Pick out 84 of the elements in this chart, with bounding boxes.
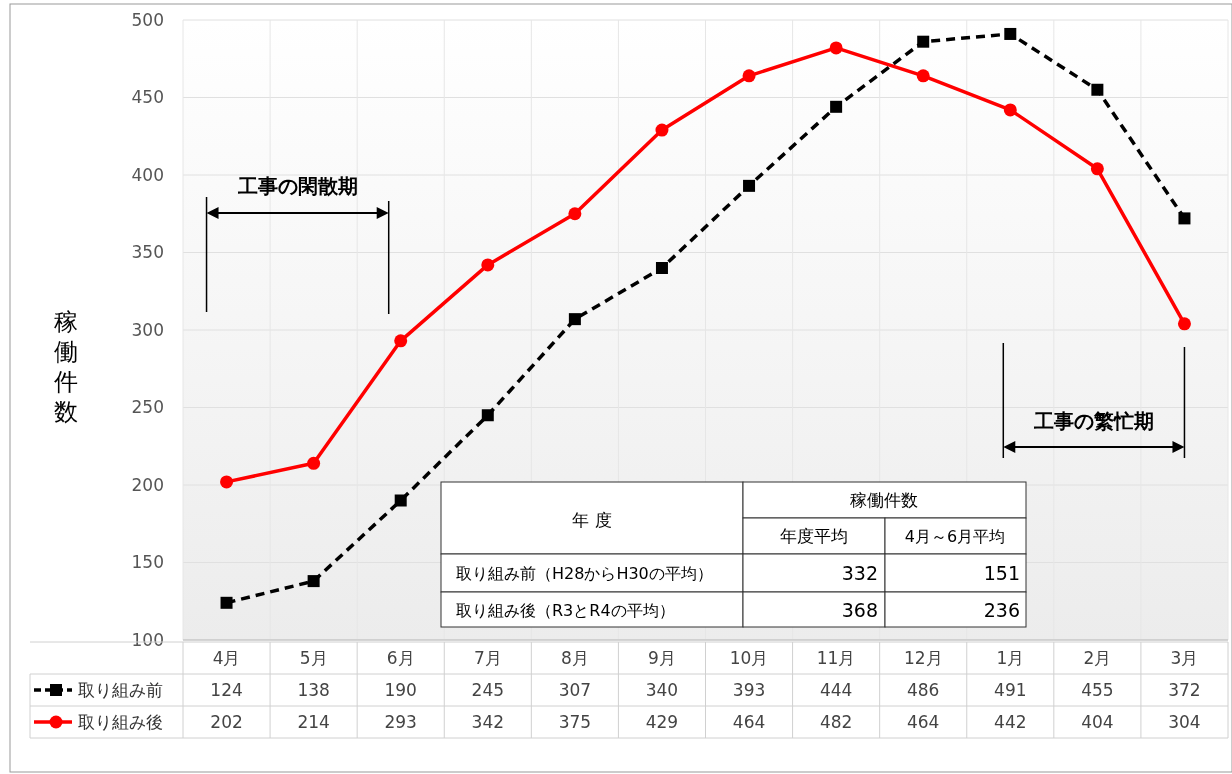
data-label: 340 bbox=[645, 679, 679, 700]
x-tick-label: 2月 bbox=[1083, 647, 1112, 668]
data-label: 124 bbox=[210, 679, 243, 700]
data-label: 464 bbox=[906, 711, 940, 732]
data-label: 307 bbox=[558, 679, 592, 700]
x-tick-label: 9月 bbox=[648, 647, 676, 668]
x-tick-label: 3月 bbox=[1170, 647, 1199, 668]
data-label: 455 bbox=[1081, 679, 1114, 700]
y-tick-label: 300 bbox=[131, 319, 164, 340]
y-tick-label: 200 bbox=[131, 474, 164, 495]
point bbox=[829, 41, 843, 55]
x-tick-label: 5月 bbox=[299, 647, 328, 668]
data-label: 293 bbox=[384, 711, 417, 732]
point bbox=[394, 334, 408, 348]
point bbox=[917, 35, 930, 48]
annotation: 151 bbox=[983, 561, 1020, 584]
data-label: 375 bbox=[558, 711, 592, 732]
point bbox=[307, 456, 321, 470]
data-label: 304 bbox=[1168, 711, 1201, 732]
point bbox=[394, 494, 407, 507]
x-tick-label: 7月 bbox=[473, 647, 502, 668]
point bbox=[1090, 162, 1104, 176]
x-tick-label: 1月 bbox=[996, 647, 1025, 668]
point bbox=[1178, 212, 1191, 225]
y-tick-label: 100 bbox=[131, 629, 164, 650]
y-tick-label: 350 bbox=[131, 242, 164, 263]
annotation: 236 bbox=[983, 598, 1020, 621]
point bbox=[655, 123, 669, 137]
data-label: 482 bbox=[819, 711, 853, 732]
x-tick-label: 10月 bbox=[729, 647, 769, 668]
point bbox=[220, 475, 234, 489]
y-tick-label: 500 bbox=[131, 9, 164, 30]
point bbox=[481, 258, 495, 272]
annotation: 年 度 bbox=[572, 509, 612, 530]
data-label: 464 bbox=[732, 711, 766, 732]
point bbox=[655, 262, 668, 274]
annotation: 332 bbox=[841, 561, 878, 584]
point bbox=[568, 207, 582, 221]
point bbox=[220, 596, 233, 609]
y-tick-label: 150 bbox=[131, 552, 164, 573]
y-axis-title: 稼働件数 bbox=[850, 489, 918, 510]
data-label: 245 bbox=[471, 679, 505, 700]
x-tick-label: 8月 bbox=[560, 647, 589, 668]
data-label: 429 bbox=[645, 711, 679, 732]
data-label: 444 bbox=[819, 679, 853, 700]
point bbox=[1003, 103, 1017, 117]
annotation: 工事の繁忙期 bbox=[1032, 409, 1154, 433]
y-tick-label: 250 bbox=[131, 397, 164, 418]
annotation: 取り組み前（H28からH30の平均） bbox=[456, 563, 713, 583]
point bbox=[1004, 27, 1017, 40]
x-tick-label: 4月 bbox=[212, 647, 241, 668]
point bbox=[307, 575, 320, 588]
point bbox=[568, 313, 581, 326]
point bbox=[830, 100, 843, 113]
point bbox=[1091, 83, 1104, 96]
annotation: 4月～6月平均 bbox=[904, 526, 1006, 546]
point bbox=[1177, 317, 1191, 331]
data-label: 442 bbox=[994, 711, 1027, 732]
data-label: 214 bbox=[297, 711, 330, 732]
point bbox=[743, 179, 756, 192]
annotation: 工事の閑散期 bbox=[236, 174, 358, 198]
point bbox=[481, 409, 494, 422]
annotation: 368 bbox=[841, 598, 878, 621]
point bbox=[742, 69, 756, 83]
y-tick-label: 400 bbox=[131, 164, 164, 185]
data-label: 404 bbox=[1081, 711, 1114, 732]
data-label: 190 bbox=[384, 679, 417, 700]
legend-label: 取り組み前 bbox=[78, 679, 163, 700]
y-tick-label: 450 bbox=[131, 87, 164, 108]
data-label: 486 bbox=[906, 679, 940, 700]
annotation: 年度平均 bbox=[780, 525, 848, 546]
x-tick-label: 11月 bbox=[816, 647, 856, 668]
legend-label: 取り組み後 bbox=[78, 711, 163, 732]
data-label: 491 bbox=[994, 679, 1027, 700]
text: 稼働件数 bbox=[54, 308, 78, 426]
data-label: 138 bbox=[297, 679, 330, 700]
data-label: 372 bbox=[1168, 679, 1201, 700]
x-tick-label: 6月 bbox=[386, 647, 415, 668]
data-label: 202 bbox=[210, 711, 243, 732]
annotation: 取り組み後（R3とR4の平均） bbox=[456, 600, 675, 620]
point bbox=[916, 69, 930, 83]
data-label: 342 bbox=[471, 711, 505, 732]
x-tick-label: 12月 bbox=[903, 647, 943, 668]
data-label: 393 bbox=[732, 679, 766, 700]
